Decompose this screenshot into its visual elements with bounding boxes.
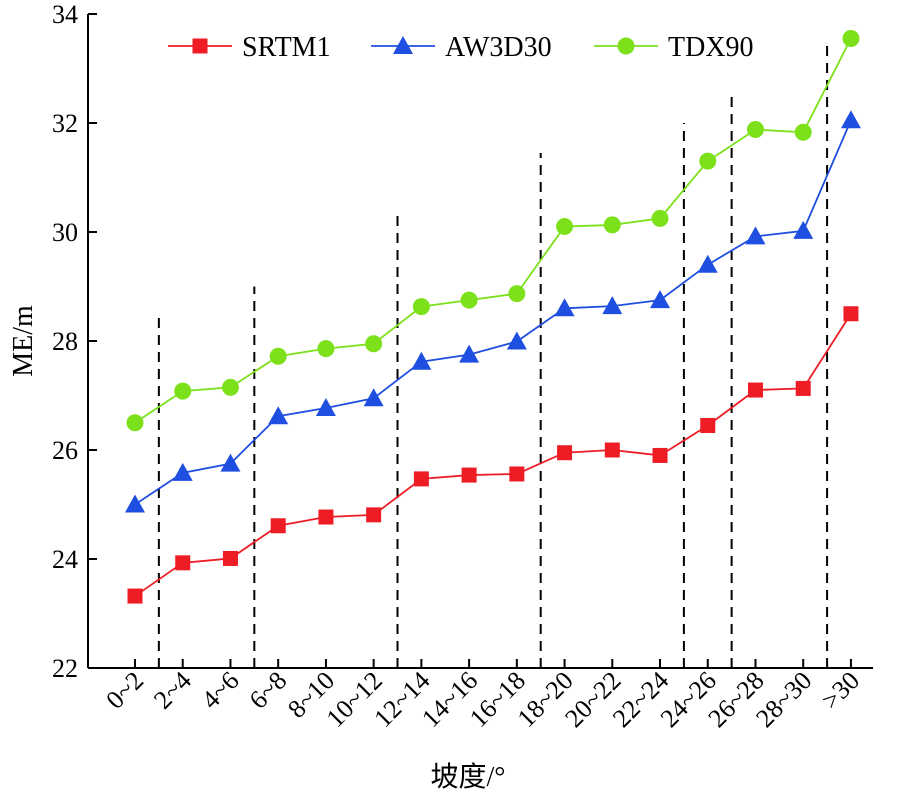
- data-point-circle: [317, 340, 335, 358]
- data-point-circle: [699, 152, 717, 170]
- data-point-square: [366, 507, 382, 523]
- x-axis-title: 坡度/°: [431, 761, 506, 793]
- data-point-square: [413, 471, 429, 487]
- data-point-triangle: [172, 462, 193, 481]
- data-point-circle: [460, 291, 478, 309]
- series-line: [134, 313, 852, 597]
- data-point-square: [222, 550, 238, 566]
- x-tick-label: >30: [816, 666, 865, 715]
- legend-item-aw3d30: AW3D30: [371, 32, 552, 63]
- data-point-triangle: [315, 398, 336, 417]
- data-point-square: [270, 518, 286, 534]
- data-point-triangle: [506, 331, 527, 350]
- reference-lines: [157, 41, 829, 668]
- data-point-triangle: [840, 110, 861, 129]
- data-point-triangle: [793, 220, 814, 239]
- y-tick-label: 34: [52, 0, 78, 29]
- data-point-triangle: [411, 351, 432, 370]
- data-point-circle: [269, 347, 287, 365]
- data-point-square: [318, 509, 334, 525]
- legend-label: TDX90: [668, 32, 754, 63]
- legend-label: AW3D30: [445, 32, 552, 63]
- x-tick-label: 28~30: [750, 666, 817, 733]
- data-point-triangle: [363, 388, 384, 407]
- data-point-triangle: [745, 226, 766, 245]
- data-point-triangle: [650, 290, 671, 309]
- data-point-triangle: [459, 344, 480, 363]
- axes: 222426283032340~22~44~66~88~1010~1212~14…: [52, 0, 873, 733]
- y-tick-label: 30: [52, 218, 78, 247]
- data-point-square: [175, 555, 191, 571]
- data-point-square: [461, 467, 477, 483]
- data-point-square: [604, 442, 620, 458]
- legend-item-tdx90: TDX90: [594, 32, 754, 63]
- data-point-triangle: [697, 254, 718, 273]
- legend-item-srtm1: SRTM1: [168, 32, 331, 63]
- data-point-circle: [174, 382, 192, 400]
- data-point-square: [509, 466, 525, 482]
- legend: SRTM1 AW3D30 TDX90: [168, 32, 754, 63]
- data-point-circle: [508, 285, 526, 303]
- data-point-circle: [412, 298, 430, 316]
- data-point-triangle: [602, 296, 623, 315]
- y-tick-label: 26: [52, 436, 78, 465]
- data-point-circle: [603, 216, 621, 234]
- series-line: [134, 119, 852, 506]
- x-tick-label: 2~4: [148, 666, 197, 715]
- series-line: [134, 38, 852, 424]
- data-point-circle: [221, 378, 239, 396]
- series-layer: [125, 30, 861, 604]
- y-axis-title: ME/m: [8, 305, 39, 377]
- series-tdx90: [126, 30, 860, 432]
- legend-label: SRTM1: [242, 32, 331, 63]
- data-point-triangle: [554, 298, 575, 317]
- legend-marker: [617, 37, 635, 55]
- data-point-circle: [746, 121, 764, 139]
- data-point-square: [747, 382, 763, 398]
- y-tick-label: 32: [52, 109, 78, 138]
- data-point-triangle: [125, 494, 145, 513]
- y-tick-label: 24: [52, 545, 78, 574]
- data-point-square: [700, 417, 716, 433]
- data-point-square: [127, 588, 143, 604]
- series-srtm1: [127, 306, 859, 604]
- x-tick-label: 4~6: [196, 666, 245, 715]
- data-point-triangle: [220, 453, 241, 472]
- data-point-circle: [842, 30, 860, 48]
- data-point-circle: [126, 414, 144, 432]
- data-point-square: [795, 380, 811, 396]
- data-point-triangle: [268, 406, 289, 425]
- data-point-circle: [651, 209, 669, 227]
- data-point-circle: [794, 123, 812, 141]
- y-tick-label: 28: [52, 327, 78, 356]
- x-tick-label: 0~2: [100, 666, 149, 715]
- legend-marker: [393, 36, 413, 54]
- data-point-circle: [556, 218, 574, 236]
- data-point-circle: [365, 335, 383, 353]
- data-point-square: [652, 447, 668, 463]
- y-tick-label: 22: [52, 654, 78, 683]
- legend-marker: [192, 38, 208, 54]
- data-point-square: [557, 445, 573, 461]
- data-point-square: [843, 306, 859, 322]
- series-aw3d30: [125, 110, 861, 513]
